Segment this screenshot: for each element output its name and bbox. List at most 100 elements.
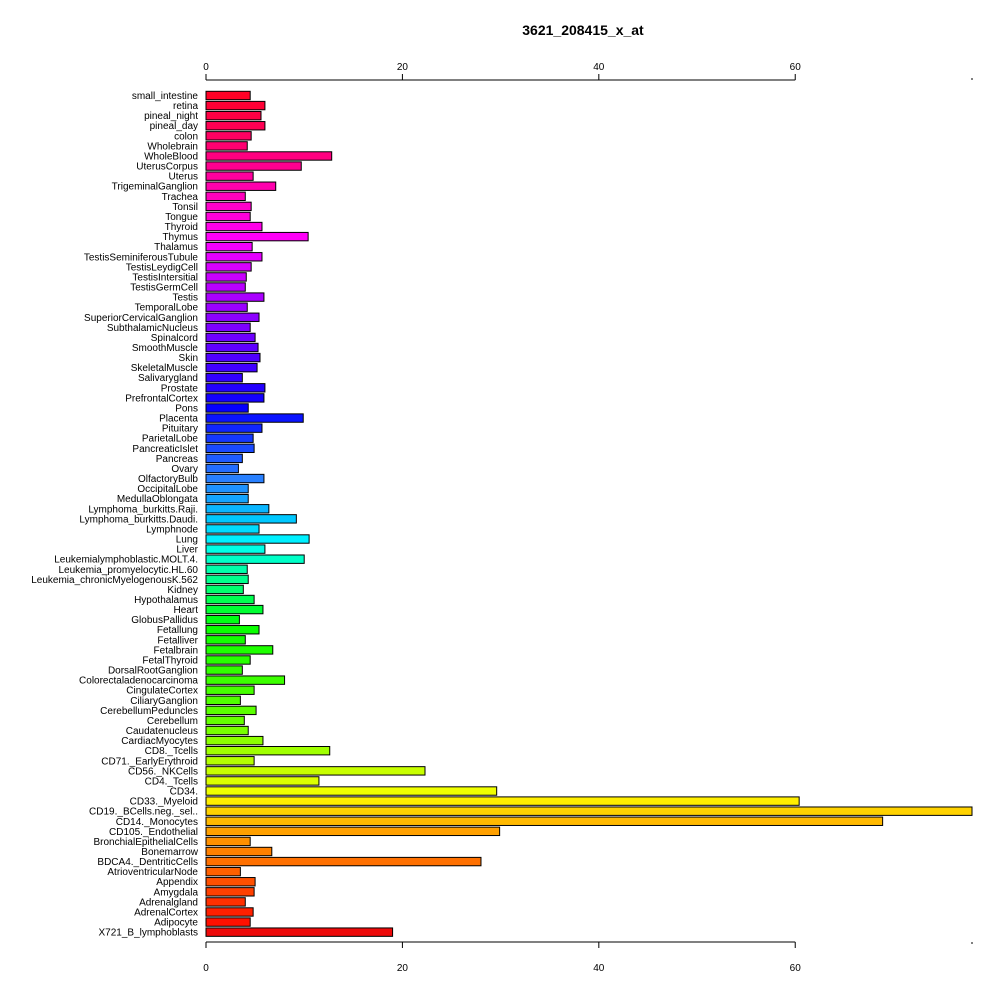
bar xyxy=(205,292,265,302)
category-label: TemporalLobe xyxy=(135,303,199,314)
category-label: CD33._Myeloid xyxy=(130,797,198,808)
category-label: X721_B_lymphoblasts xyxy=(98,928,198,939)
category-label: Placenta xyxy=(159,414,198,425)
category-label: CD56._NKCells xyxy=(128,766,198,777)
bar xyxy=(205,816,884,826)
top-x-axis: 0 20 40 60 xyxy=(203,62,973,81)
bar xyxy=(205,332,256,343)
bar xyxy=(205,302,248,312)
category-label: CD34. xyxy=(170,787,198,798)
category-label: TestisSeminiferousTubule xyxy=(84,252,199,263)
bar xyxy=(205,917,251,927)
bar xyxy=(205,796,800,806)
bar xyxy=(205,705,257,716)
chart-title: 3621_208415_x_at xyxy=(522,22,644,38)
bar xyxy=(205,252,263,262)
category-label: Appendix xyxy=(156,877,198,888)
category-label: Liver xyxy=(176,545,198,556)
bar xyxy=(205,655,251,665)
bar xyxy=(205,514,297,524)
bar xyxy=(205,141,248,151)
bar xyxy=(205,100,266,111)
category-label: Skin xyxy=(179,353,198,364)
axis-tick-label: 40 xyxy=(593,62,605,73)
category-label: Leukemialymphoblastic.MOLT.4. xyxy=(54,555,198,566)
bar xyxy=(205,242,253,252)
bar xyxy=(205,776,320,786)
bar xyxy=(205,161,302,171)
category-label: GlobusPallidus xyxy=(131,615,198,626)
category-label: CardiacMyocytes xyxy=(121,736,198,747)
bar xyxy=(205,181,277,191)
category-label: Pancreas xyxy=(156,454,198,465)
category-label: Fetallung xyxy=(157,625,198,636)
category-label: Tongue xyxy=(165,212,198,223)
category-label: SubthalamicNucleus xyxy=(107,323,198,334)
bar xyxy=(205,463,239,474)
bar xyxy=(205,866,241,877)
bar xyxy=(205,665,243,675)
bar xyxy=(205,383,266,393)
category-label: Ovary xyxy=(171,464,198,475)
category-label: CingulateCortex xyxy=(126,686,198,697)
category-label: TestisIntersitial xyxy=(132,272,198,283)
bar xyxy=(205,201,252,212)
bar xyxy=(205,927,394,937)
axis-tick-label: 60 xyxy=(790,963,802,974)
bar xyxy=(205,483,249,494)
bars-group xyxy=(205,90,973,937)
bar xyxy=(205,735,264,746)
bar xyxy=(205,574,249,585)
category-label: TrigeminalGanglion xyxy=(112,182,198,193)
bar xyxy=(205,564,248,574)
bar xyxy=(205,90,251,101)
category-label: Adrenalgland xyxy=(139,897,198,908)
bar xyxy=(205,403,249,413)
category-label: Thalamus xyxy=(154,242,198,253)
bar xyxy=(205,121,266,131)
axis-tick-label: 0 xyxy=(203,62,209,73)
bar xyxy=(205,907,254,917)
category-label: Cerebellum xyxy=(147,716,198,727)
category-label: TestisGermCell xyxy=(130,283,198,294)
category-labels: small_intestineretinapineal_nightpineal_… xyxy=(31,91,199,939)
bar xyxy=(205,645,274,655)
category-label: UterusCorpus xyxy=(136,162,198,173)
category-label: Colorectaladenocarcinoma xyxy=(79,676,198,687)
bar xyxy=(205,312,260,322)
category-label: Testis xyxy=(172,293,198,304)
axis-tick-label: 40 xyxy=(593,963,605,974)
category-label: CD19._BCells.neg._sel.. xyxy=(89,807,198,818)
bar xyxy=(205,685,255,695)
bar xyxy=(205,544,266,554)
bar xyxy=(205,594,255,605)
bar xyxy=(205,433,254,443)
category-label: Thyroid xyxy=(165,222,198,233)
bar xyxy=(205,766,426,776)
category-label: CD71._EarlyErythroid xyxy=(101,756,198,767)
bar xyxy=(205,221,263,232)
category-label: CerebellumPeduncles xyxy=(100,706,198,717)
category-label: BDCA4._DentriticCells xyxy=(97,857,198,868)
bar xyxy=(205,877,256,887)
bar xyxy=(205,846,273,857)
bar xyxy=(205,282,246,292)
category-label: Heart xyxy=(174,605,199,616)
category-label: small_intestine xyxy=(132,91,199,102)
category-label: Caudatenucleus xyxy=(126,726,198,737)
category-label: Lymphoma_burkitts.Raji. xyxy=(88,504,198,515)
category-label: Leukemia_promyelocytic.HL.60 xyxy=(58,565,198,576)
bar xyxy=(205,695,241,705)
category-label: Fetalliver xyxy=(157,635,198,646)
bar xyxy=(205,131,252,141)
axis-tick-label: 20 xyxy=(397,62,409,73)
category-label: ParietalLobe xyxy=(142,434,199,445)
bar xyxy=(205,584,244,595)
category-label: Lung xyxy=(176,535,198,546)
bar xyxy=(205,715,245,726)
bar xyxy=(205,554,305,564)
bar xyxy=(205,342,259,353)
axis-tick-label: 0 xyxy=(203,963,209,974)
bar xyxy=(205,211,251,222)
